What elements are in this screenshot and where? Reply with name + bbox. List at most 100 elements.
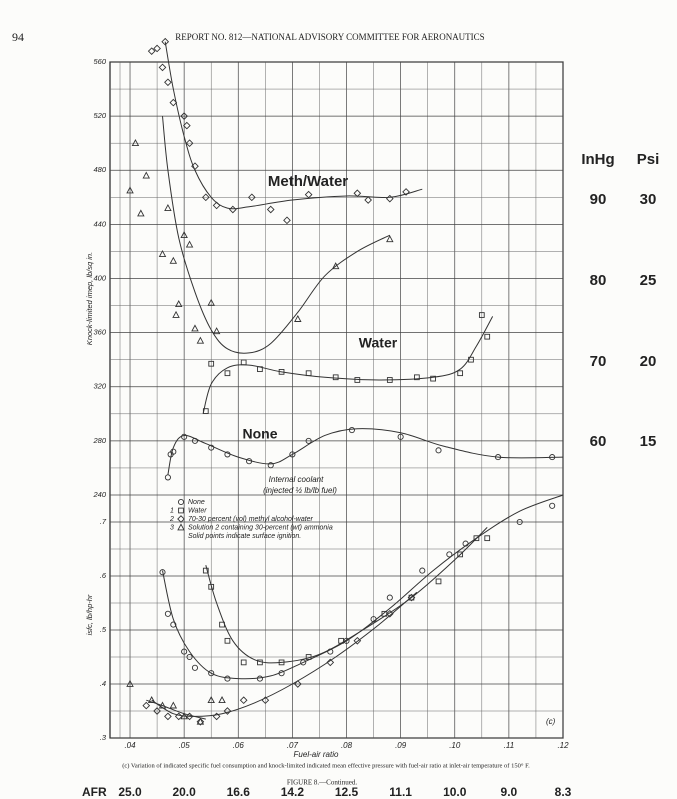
data-point [207, 696, 215, 704]
data-point [181, 648, 188, 655]
table-cell: 30 [640, 191, 657, 208]
data-point [196, 717, 205, 725]
data-point [386, 594, 393, 601]
data-point [326, 658, 335, 667]
legend-label: 70-30 percent (vol) methyl alcohol-water [188, 516, 314, 523]
data-point [240, 359, 247, 366]
data-point [430, 375, 436, 382]
table-cell: 20 [640, 353, 657, 370]
data-point [169, 98, 178, 107]
data-point [305, 437, 312, 444]
data-point [278, 659, 285, 666]
annotation: Water [359, 335, 398, 351]
x-tick-label: .10 [449, 741, 461, 750]
table-header: Psi [637, 151, 660, 168]
data-point [191, 162, 199, 171]
data-point [208, 583, 215, 590]
legend-symbol [177, 498, 185, 506]
data-point [191, 324, 199, 332]
table-cell: 70 [590, 353, 607, 370]
data-point [153, 707, 161, 715]
annotation: Meth/Water [268, 173, 348, 190]
table-cell: 25 [640, 272, 657, 289]
data-point [170, 621, 177, 628]
y-tick-label: 560 [93, 57, 106, 66]
data-point [305, 654, 312, 660]
data-point [402, 188, 410, 196]
figure-caption: (c) Variation of indicated specific fuel… [122, 762, 530, 769]
data-point [386, 235, 394, 243]
data-point [161, 37, 170, 46]
annotation: Internal coolant [269, 475, 324, 484]
y-tick-label: .7 [100, 517, 107, 526]
data-point [278, 369, 285, 375]
data-point [240, 659, 247, 666]
data-point [468, 356, 474, 363]
data-point [261, 696, 270, 705]
data-point [185, 712, 194, 721]
table-cell: 90 [590, 191, 607, 208]
y-tick-label: 320 [93, 382, 106, 391]
data-point [478, 312, 485, 318]
legend-symbol [177, 515, 185, 523]
data-point [196, 717, 205, 726]
x-tick-label: .12 [557, 741, 569, 750]
data-point [174, 712, 183, 721]
x-tick-label: .06 [233, 741, 245, 750]
data-point [224, 451, 231, 458]
table-cell: 60 [590, 433, 607, 450]
data-point [224, 675, 231, 682]
data-point [180, 112, 188, 120]
data-point [153, 44, 161, 53]
data-point [158, 701, 167, 709]
data-point [159, 569, 166, 576]
data-point [516, 518, 523, 526]
data-point [169, 256, 178, 264]
data-point [164, 474, 171, 481]
data-point [202, 408, 209, 414]
data-point [202, 567, 209, 574]
data-point [131, 139, 140, 147]
data-point [462, 540, 469, 547]
report-title: REPORT NO. 812—NATIONAL ADVISORY COMMITT… [175, 32, 484, 42]
plot-area: .04.05.06.07.08.09.10.11.122402803203604… [82, 37, 660, 799]
panel-label: (c) [546, 717, 556, 726]
legend-label: Solution 2 containing 30-percent (wt) am… [188, 524, 333, 531]
data-point [223, 707, 232, 715]
afr-value: 10.0 [443, 785, 467, 799]
data-point [407, 593, 416, 602]
data-point [170, 448, 177, 455]
data-point [354, 377, 361, 383]
data-point [224, 637, 231, 644]
y-tick-label: .3 [100, 733, 107, 742]
annotation: None [243, 426, 278, 442]
data-point [278, 670, 285, 677]
x-tick-label: .05 [179, 741, 191, 750]
data-point [300, 659, 307, 666]
data-point [212, 201, 221, 210]
data-point [419, 567, 426, 574]
fit-curve [202, 316, 494, 414]
data-point [147, 696, 156, 704]
data-point [196, 336, 205, 344]
y-tick-label: 440 [93, 219, 106, 228]
data-point [348, 426, 355, 434]
data-point [364, 196, 372, 204]
data-point [305, 370, 312, 377]
data-point [208, 360, 215, 367]
x-tick-label: .11 [504, 741, 515, 750]
data-point [549, 454, 556, 461]
y-tick-label: 280 [92, 436, 106, 445]
fit-curve [167, 428, 564, 475]
data-point [473, 535, 480, 542]
data-point [158, 249, 167, 257]
y-tick-label: .4 [100, 679, 106, 688]
data-point [201, 193, 210, 202]
data-point [353, 636, 362, 645]
y-tick-label: 240 [92, 490, 106, 499]
data-point [257, 659, 263, 666]
page-number: 94 [12, 30, 24, 44]
afr-value: 20.0 [172, 785, 196, 799]
data-point [331, 262, 340, 270]
data-point [180, 231, 188, 239]
